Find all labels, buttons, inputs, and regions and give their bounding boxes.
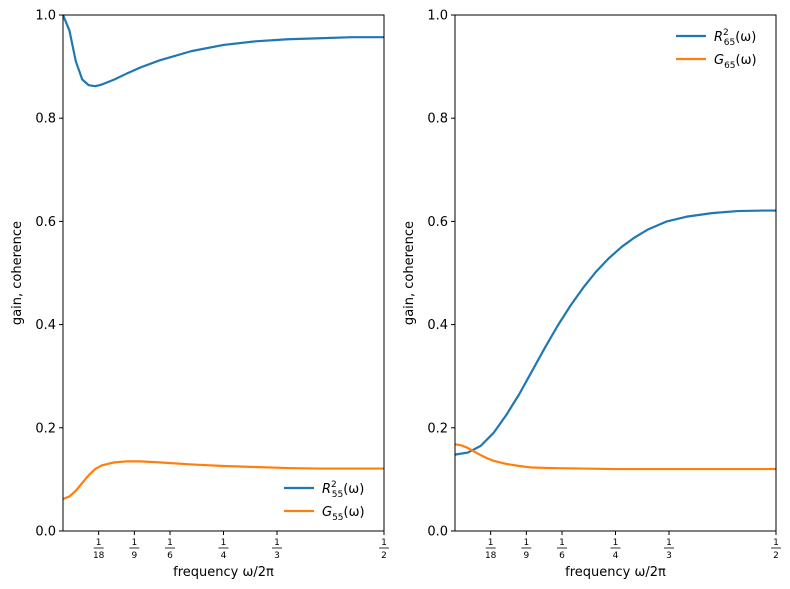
- x-tick-label: 118: [485, 538, 497, 561]
- legend-item: R2 55(ω): [284, 480, 364, 500]
- y-axis-label: gain, coherence: [10, 221, 25, 325]
- legend-argument: (ω): [343, 482, 364, 497]
- y-tick-label: 1.0: [35, 9, 56, 24]
- x-tick-denominator: 6: [167, 551, 173, 561]
- legend-label: R2 65(ω): [714, 28, 756, 48]
- x-tick-label: 12: [379, 538, 389, 561]
- y-tick-label: 1.0: [427, 9, 448, 24]
- x-tick-label: 13: [663, 538, 674, 561]
- x-tick-label: 19: [521, 538, 532, 561]
- legend-subscript: 65: [724, 61, 735, 71]
- x-tick-numerator: 1: [96, 538, 102, 548]
- legend-symbol: R: [714, 30, 723, 45]
- legend-subscript: 55: [332, 513, 343, 523]
- legend-argument: (ω): [736, 53, 757, 68]
- plot-frame: [62, 14, 385, 532]
- x-tick-denominator: 9: [523, 551, 529, 561]
- legend-superscript: 2: [331, 480, 337, 490]
- x-tick-label: 118: [93, 538, 105, 561]
- legend-item: R2 65(ω): [676, 28, 756, 48]
- chart-panel-2: 0.00.20.40.60.81.01181916141312frequency…: [402, 9, 781, 580]
- x-tick-numerator: 1: [167, 538, 173, 548]
- chart-panel-1: 0.00.20.40.60.81.01181916141312frequency…: [10, 9, 389, 580]
- x-tick-numerator: 1: [523, 538, 529, 548]
- y-tick-label: 0.8: [35, 112, 56, 127]
- y-tick-label: 0.2: [427, 421, 448, 436]
- x-tick-numerator: 1: [221, 538, 227, 548]
- legend-label: G65(ω): [714, 53, 757, 71]
- x-tick-denominator: 18: [93, 551, 105, 561]
- legend-symbol: G: [322, 505, 332, 520]
- x-tick-numerator: 1: [488, 538, 494, 548]
- x-axis-label: frequency ω/2π: [565, 565, 666, 580]
- x-tick-denominator: 3: [666, 551, 672, 561]
- series-line-R55: [61, 14, 384, 88]
- x-axis-label: frequency ω/2π: [173, 565, 274, 580]
- legend-item: G65(ω): [676, 53, 757, 71]
- x-tick-label: 12: [771, 538, 781, 561]
- x-tick-denominator: 4: [221, 551, 227, 561]
- x-tick-numerator: 1: [274, 538, 280, 548]
- x-tick-denominator: 9: [131, 551, 137, 561]
- y-axis-label: gain, coherence: [402, 221, 417, 325]
- x-tick-numerator: 1: [666, 538, 672, 548]
- legend-subscript: 65: [724, 38, 735, 48]
- legend-subscript: 55: [332, 490, 343, 500]
- x-tick-numerator: 1: [773, 538, 779, 548]
- y-tick-label: 0.0: [35, 525, 56, 540]
- plot-frame: [454, 14, 777, 532]
- legend-symbol: G: [714, 53, 724, 68]
- x-tick-denominator: 2: [773, 551, 779, 561]
- legend-item: G55(ω): [284, 505, 365, 523]
- x-tick-label: 14: [610, 538, 621, 561]
- y-tick-label: 0.4: [35, 318, 56, 333]
- y-tick-label: 0.2: [35, 421, 56, 436]
- legend-argument: (ω): [344, 505, 365, 520]
- x-tick-denominator: 18: [485, 551, 497, 561]
- x-tick-numerator: 1: [613, 538, 619, 548]
- x-tick-label: 16: [165, 538, 176, 561]
- series-line-G65: [454, 443, 776, 471]
- x-tick-numerator: 1: [559, 538, 565, 548]
- x-tick-numerator: 1: [381, 538, 387, 548]
- x-tick-denominator: 6: [559, 551, 565, 561]
- y-tick-label: 0.6: [35, 215, 56, 230]
- series-line-G55: [62, 460, 384, 501]
- x-tick-denominator: 4: [613, 551, 619, 561]
- y-tick-label: 0.6: [427, 215, 448, 230]
- x-tick-label: 13: [271, 538, 282, 561]
- x-tick-denominator: 3: [274, 551, 280, 561]
- legend-argument: (ω): [735, 30, 756, 45]
- x-tick-label: 16: [557, 538, 568, 561]
- y-tick-label: 0.8: [427, 112, 448, 127]
- legend-symbol: R: [322, 482, 331, 497]
- x-tick-denominator: 2: [381, 551, 387, 561]
- y-tick-label: 0.0: [427, 525, 448, 540]
- x-tick-numerator: 1: [131, 538, 137, 548]
- legend-label: R2 55(ω): [322, 480, 364, 500]
- legend-label: G55(ω): [322, 505, 365, 523]
- x-tick-label: 14: [218, 538, 229, 561]
- series-line-R65: [454, 209, 776, 456]
- legend-superscript: 2: [723, 28, 729, 38]
- y-tick-label: 0.4: [427, 318, 448, 333]
- x-tick-label: 19: [129, 538, 140, 561]
